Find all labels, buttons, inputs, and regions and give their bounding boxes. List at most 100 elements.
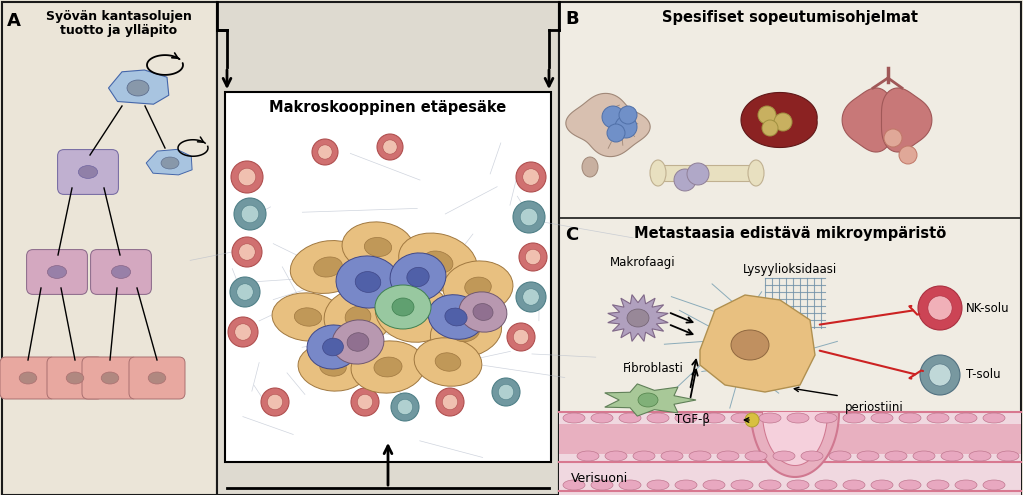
- Circle shape: [391, 393, 419, 421]
- Ellipse shape: [801, 451, 822, 461]
- Ellipse shape: [927, 480, 949, 490]
- Bar: [559, 424, 1021, 454]
- Ellipse shape: [843, 413, 865, 423]
- Text: Makrofaagi: Makrofaagi: [610, 256, 676, 269]
- Circle shape: [674, 169, 696, 191]
- Text: A: A: [7, 12, 20, 30]
- Circle shape: [397, 399, 412, 415]
- Circle shape: [615, 116, 637, 138]
- Circle shape: [234, 324, 252, 340]
- Ellipse shape: [675, 480, 697, 490]
- Ellipse shape: [272, 293, 344, 341]
- Ellipse shape: [748, 160, 764, 186]
- Text: tuotto ja ylläpito: tuotto ja ylläpito: [60, 24, 178, 37]
- Circle shape: [312, 139, 338, 165]
- Ellipse shape: [148, 372, 166, 384]
- Ellipse shape: [390, 253, 446, 301]
- Ellipse shape: [582, 157, 598, 177]
- Bar: [660, 165, 755, 181]
- Polygon shape: [608, 295, 668, 342]
- Ellipse shape: [731, 413, 753, 423]
- Ellipse shape: [375, 282, 451, 342]
- Ellipse shape: [345, 306, 371, 328]
- Circle shape: [745, 413, 759, 427]
- Ellipse shape: [787, 480, 809, 490]
- Circle shape: [920, 355, 960, 395]
- Ellipse shape: [414, 338, 482, 386]
- Ellipse shape: [473, 303, 493, 320]
- Ellipse shape: [459, 292, 506, 332]
- Ellipse shape: [759, 413, 781, 423]
- Ellipse shape: [857, 451, 879, 461]
- Ellipse shape: [314, 257, 343, 277]
- Ellipse shape: [969, 451, 991, 461]
- Ellipse shape: [351, 341, 425, 393]
- Circle shape: [442, 395, 457, 410]
- FancyBboxPatch shape: [47, 357, 103, 399]
- Ellipse shape: [79, 166, 97, 178]
- Ellipse shape: [690, 451, 711, 461]
- Ellipse shape: [291, 241, 365, 294]
- Circle shape: [267, 395, 282, 410]
- Circle shape: [928, 296, 952, 320]
- Circle shape: [357, 395, 372, 410]
- Polygon shape: [605, 384, 696, 416]
- Circle shape: [619, 106, 637, 124]
- Ellipse shape: [941, 451, 963, 461]
- Circle shape: [236, 284, 254, 300]
- Ellipse shape: [773, 451, 795, 461]
- Circle shape: [231, 161, 263, 193]
- Ellipse shape: [913, 451, 935, 461]
- Circle shape: [383, 140, 397, 154]
- Ellipse shape: [429, 295, 484, 339]
- Circle shape: [774, 113, 792, 131]
- Ellipse shape: [295, 308, 321, 326]
- Text: Fibroblasti: Fibroblasti: [623, 362, 683, 375]
- Ellipse shape: [703, 480, 725, 490]
- Circle shape: [238, 168, 256, 186]
- Bar: [217, 2, 559, 495]
- Ellipse shape: [399, 233, 478, 291]
- Ellipse shape: [452, 322, 480, 342]
- Text: Metastaasia edistävä mikroympäristö: Metastaasia edistävä mikroympäristö: [634, 226, 946, 241]
- Ellipse shape: [899, 413, 921, 423]
- Ellipse shape: [871, 413, 893, 423]
- FancyBboxPatch shape: [129, 357, 185, 399]
- Ellipse shape: [675, 413, 697, 423]
- Ellipse shape: [647, 413, 669, 423]
- Circle shape: [238, 244, 256, 260]
- Ellipse shape: [336, 256, 400, 308]
- Ellipse shape: [843, 480, 865, 490]
- Ellipse shape: [983, 413, 1005, 423]
- Ellipse shape: [829, 451, 851, 461]
- Polygon shape: [108, 70, 169, 104]
- Text: B: B: [565, 10, 579, 28]
- Circle shape: [762, 120, 779, 136]
- Ellipse shape: [787, 413, 809, 423]
- Ellipse shape: [355, 272, 381, 293]
- Ellipse shape: [435, 353, 460, 371]
- Ellipse shape: [661, 451, 683, 461]
- Polygon shape: [146, 149, 192, 175]
- Circle shape: [351, 388, 379, 416]
- Ellipse shape: [332, 320, 384, 364]
- Ellipse shape: [647, 480, 669, 490]
- Ellipse shape: [424, 251, 453, 273]
- Ellipse shape: [66, 372, 84, 384]
- Circle shape: [241, 205, 259, 223]
- Text: Spesifiset sopeutumisohjelmat: Spesifiset sopeutumisohjelmat: [662, 10, 918, 25]
- Circle shape: [513, 201, 545, 233]
- Polygon shape: [842, 88, 892, 152]
- Circle shape: [607, 124, 625, 142]
- Circle shape: [318, 145, 332, 159]
- Circle shape: [261, 388, 290, 416]
- Ellipse shape: [298, 343, 368, 391]
- Ellipse shape: [619, 480, 641, 490]
- FancyBboxPatch shape: [27, 249, 87, 295]
- Ellipse shape: [399, 300, 428, 324]
- Polygon shape: [566, 94, 651, 156]
- Polygon shape: [741, 93, 817, 148]
- Ellipse shape: [307, 325, 359, 369]
- FancyBboxPatch shape: [82, 357, 138, 399]
- Ellipse shape: [443, 261, 513, 313]
